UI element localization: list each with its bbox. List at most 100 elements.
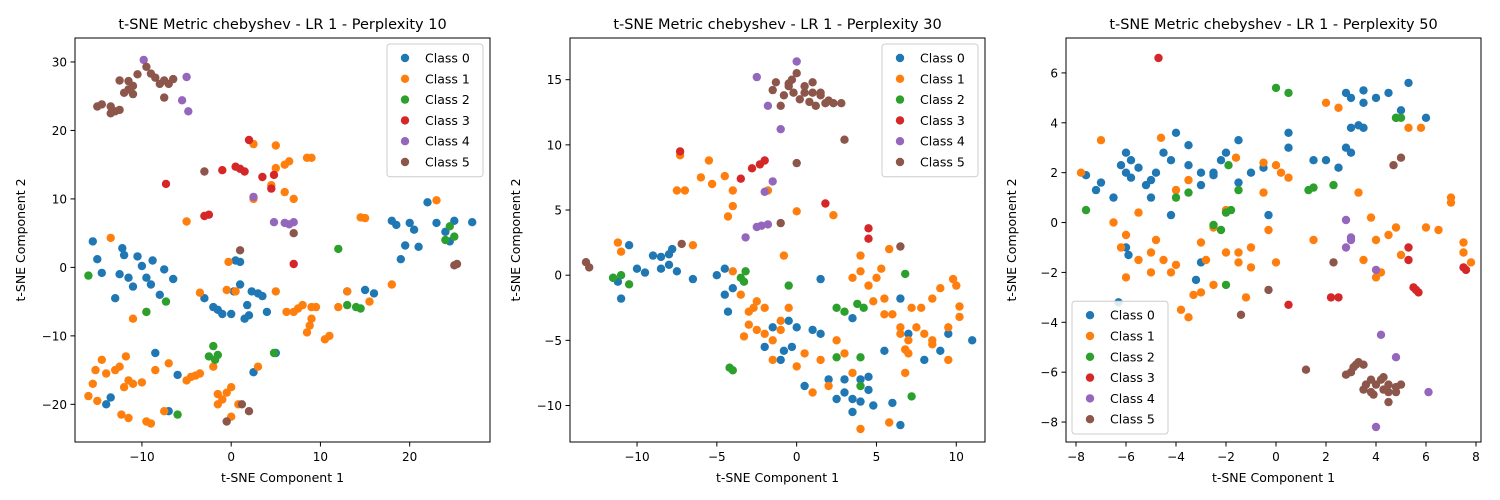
legend-label: Class 4: [1110, 391, 1155, 406]
data-point-class-2: [1209, 220, 1218, 230]
data-point-class-2: [907, 392, 916, 401]
data-point-class-5: [452, 259, 462, 269]
data-point-class-5: [771, 78, 781, 87]
data-point-class-1: [840, 349, 849, 358]
x-tick-label: 8: [1472, 450, 1480, 464]
data-point-class-1: [1259, 158, 1268, 167]
data-point-class-0: [1309, 156, 1318, 165]
data-point-class-1: [952, 281, 961, 290]
data-point-class-5: [1389, 161, 1398, 170]
data-point-class-1: [88, 379, 98, 388]
legend-label: Class 3: [920, 113, 965, 128]
data-point-class-1: [1096, 136, 1106, 145]
data-point-class-1: [739, 332, 749, 341]
data-point-class-0: [856, 375, 865, 384]
data-point-class-3: [1326, 293, 1336, 302]
data-point-class-3: [760, 156, 769, 165]
data-point-class-0: [848, 314, 857, 323]
y-axis-label: t-SNE Component 2: [13, 178, 28, 301]
data-point-class-1: [280, 187, 289, 197]
data-point-class-2: [1284, 88, 1293, 98]
data-point-class-4: [1371, 265, 1381, 275]
y-tick-label: −2: [1040, 266, 1058, 280]
data-point-class-1: [792, 207, 801, 216]
data-point-class-5: [816, 91, 825, 100]
x-tick-label: 20: [402, 450, 417, 464]
data-point-class-0: [779, 346, 789, 355]
data-point-class-4: [184, 107, 193, 116]
data-point-class-5: [829, 99, 838, 108]
data-point-class-1: [282, 307, 291, 317]
data-point-class-1: [1271, 161, 1281, 170]
data-point-class-2: [1171, 193, 1181, 202]
data-point-class-1: [224, 257, 233, 267]
data-point-class-5: [779, 91, 789, 100]
data-point-class-1: [1134, 255, 1143, 265]
data-point-class-0: [1091, 185, 1101, 195]
data-point-class-1: [289, 194, 298, 204]
data-point-class-1: [928, 294, 937, 303]
data-point-class-1: [784, 303, 793, 312]
data-point-class-0: [1209, 171, 1218, 180]
data-point-class-5: [97, 100, 107, 109]
data-point-class-5: [808, 88, 817, 97]
data-point-class-2: [1184, 188, 1193, 197]
data-point-class-1: [1146, 268, 1156, 277]
data-point-class-5: [1384, 397, 1393, 407]
data-point-class-0: [1121, 148, 1131, 157]
data-point-class-1: [1151, 235, 1161, 245]
data-point-class-1: [744, 320, 753, 329]
data-point-class-0: [720, 264, 729, 273]
data-point-class-1: [928, 340, 937, 349]
data-point-class-0: [624, 241, 634, 250]
data-point-class-1: [1201, 255, 1211, 265]
legend-marker: [400, 95, 410, 104]
legend-marker: [400, 116, 410, 125]
axes-frame: [74, 37, 491, 443]
data-point-class-3: [204, 210, 214, 219]
data-point-class-0: [1184, 141, 1193, 150]
data-point-class-1: [1176, 305, 1186, 314]
y-tick-label: −10: [42, 329, 67, 343]
data-point-class-1: [128, 314, 138, 323]
axes-frame: [569, 37, 986, 443]
data-point-class-0: [106, 393, 115, 402]
data-point-class-1: [117, 410, 126, 419]
data-point-class-4: [1341, 215, 1351, 225]
legend-label: Class 3: [425, 113, 470, 128]
data-point-class-5: [800, 88, 809, 97]
data-point-class-1: [298, 300, 307, 310]
data-point-class-0: [896, 420, 905, 430]
y-tick-label: 0: [1050, 216, 1058, 230]
data-point-class-0: [1126, 156, 1136, 165]
legend-box: [386, 43, 484, 178]
data-point-class-0: [869, 401, 878, 410]
legend-label: Class 2: [425, 92, 470, 107]
data-point-class-0: [262, 307, 272, 317]
x-tick-label: 0: [1272, 450, 1280, 464]
legend-marker: [400, 137, 410, 146]
legend-label: Class 0: [425, 51, 470, 66]
data-point-class-5: [776, 101, 785, 111]
data-point-class-0: [235, 257, 245, 267]
data-point-class-2: [856, 381, 865, 391]
data-point-class-0: [1116, 161, 1126, 170]
data-point-class-0: [392, 220, 401, 230]
data-point-class-5: [169, 74, 178, 84]
data-point-class-1: [1209, 280, 1218, 290]
data-point-class-1: [1134, 208, 1143, 217]
data-point-class-0: [173, 370, 182, 380]
data-point-class-0: [848, 394, 857, 404]
data-point-class-1: [917, 303, 926, 312]
data-point-class-5: [106, 102, 115, 111]
data-point-class-2: [450, 232, 459, 241]
data-point-class-1: [137, 378, 147, 387]
data-point-class-0: [1284, 143, 1293, 152]
data-point-class-2: [1396, 113, 1406, 123]
data-point-class-0: [1221, 148, 1231, 157]
data-point-class-1: [896, 329, 905, 338]
data-point-class-1: [1284, 173, 1293, 182]
data-point-class-0: [97, 268, 107, 278]
data-point-class-1: [955, 302, 964, 311]
data-point-class-1: [864, 281, 873, 290]
